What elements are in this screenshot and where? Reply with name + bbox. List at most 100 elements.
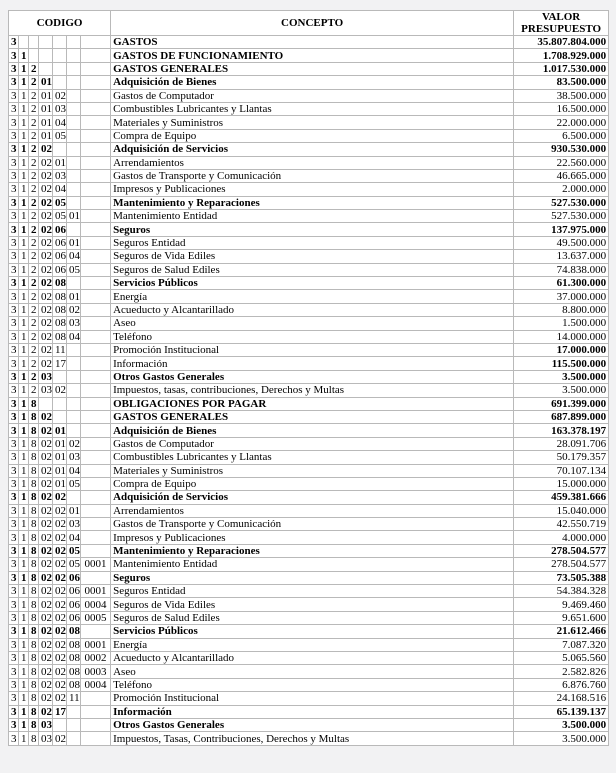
code-cell: 0001 <box>79 584 112 599</box>
code-cell: 2 <box>28 356 39 371</box>
concept-cell: Mantenimiento y Reparaciones <box>110 543 515 559</box>
code-cell: 3 <box>8 222 19 237</box>
code-cell: 1 <box>18 249 29 264</box>
concept-cell: Mantenimiento Entidad <box>110 209 515 224</box>
code-cell: 1 <box>18 222 29 237</box>
code-cell: 1 <box>18 276 29 291</box>
table-row: 3 1 2 02 17 Información 115.500.000 <box>8 356 610 371</box>
code-cell: 8 <box>28 530 39 545</box>
code-cell: 08 <box>52 302 67 318</box>
code-cell: 01 <box>52 463 67 478</box>
code-cell: 1 <box>18 637 29 652</box>
value-cell: 16.500.000 <box>513 101 610 117</box>
code-cell: 2 <box>28 128 39 144</box>
code-cell: 02 <box>52 88 67 103</box>
code-cell: 02 <box>38 704 53 719</box>
value-cell: 54.384.328 <box>513 584 610 599</box>
code-cell: 3 <box>8 289 19 304</box>
value-cell: 13.637.000 <box>513 249 610 264</box>
code-cell <box>66 396 81 411</box>
code-cell: 8 <box>28 610 39 626</box>
code-cell: 02 <box>38 637 53 652</box>
code-cell: 02 <box>38 302 53 318</box>
value-cell: 459.381.666 <box>513 490 610 505</box>
header-row: CODIGO CONCEPTO VALOR PRESUPUESTO <box>7 10 610 36</box>
code-cell <box>52 409 67 425</box>
code-cell: 01 <box>52 450 67 465</box>
code-cell: 1 <box>18 731 29 746</box>
code-cell: 03 <box>38 731 53 746</box>
code-cell: 2 <box>28 329 39 344</box>
code-cell <box>79 289 112 304</box>
concept-cell: Seguros <box>110 570 515 586</box>
value-cell: 137.975.000 <box>513 222 610 237</box>
code-cell: 05 <box>52 128 67 144</box>
code-cell: 3 <box>8 356 19 371</box>
concept-cell: Acueducto y Alcantarillado <box>110 302 515 318</box>
code-cell: 1 <box>18 677 29 693</box>
code-cell: 06 <box>52 235 67 251</box>
code-cell: 1 <box>18 530 29 545</box>
table-row: 3 1 8 02 02 Adquisición de Servicios 459.381.6… <box>8 490 610 505</box>
code-cell: 1 <box>18 557 29 572</box>
table-row: 3 1 2 02 08 01 Energía 37.000.000 <box>8 289 610 304</box>
value-cell: 22.000.000 <box>513 115 610 130</box>
code-cell: 04 <box>66 530 81 545</box>
value-cell: 3.500.000 <box>513 369 610 385</box>
table-row: 3 1 8 03 02 Impuestos, Tasas, Contribuciones,… <box>8 731 610 746</box>
concept-cell: GASTOS <box>110 34 515 50</box>
code-cell: 0004 <box>79 597 112 612</box>
code-cell: 01 <box>38 88 53 103</box>
table-row: 3 1 2 02 04 Impresos y Publicaciones 2.000.000 <box>8 182 610 197</box>
code-cell <box>79 128 112 144</box>
code-cell <box>52 369 67 385</box>
code-cell: 2 <box>28 182 39 197</box>
table-row: 3 1 2 01 04 Materiales y Suministros 22.000.00… <box>8 115 610 130</box>
code-cell: 3 <box>8 731 19 746</box>
code-cell: 1 <box>18 517 29 532</box>
concept-cell: Gastos de Transporte y Comunicación <box>110 168 515 184</box>
code-cell: 3 <box>8 329 19 344</box>
code-cell <box>79 61 112 77</box>
code-cell: 02 <box>38 530 53 545</box>
value-cell: 527.530.000 <box>513 209 610 224</box>
value-cell: 1.500.000 <box>513 316 610 331</box>
code-cell: 8 <box>28 677 39 693</box>
code-cell: 1 <box>18 316 29 331</box>
code-cell: 3 <box>8 128 19 144</box>
code-cell: 3 <box>8 637 19 652</box>
value-cell: 70.107.134 <box>513 463 610 478</box>
code-cell: 02 <box>52 503 67 519</box>
code-cell: 2 <box>28 75 39 90</box>
value-cell: 15.000.000 <box>513 476 610 492</box>
code-cell: 02 <box>52 584 67 599</box>
code-cell: 02 <box>52 557 67 572</box>
code-cell: 06 <box>52 249 67 264</box>
value-cell: 28.091.706 <box>513 436 610 452</box>
table-row: 3 1 8 02 02 08 0002 Acueducto y Alcantarillado 5… <box>8 650 610 666</box>
report-page: CODIGO CONCEPTO VALOR PRESUPUESTO 3 GASTO… <box>7 10 610 746</box>
code-cell: 02 <box>38 423 53 438</box>
code-cell: 11 <box>66 691 81 706</box>
code-cell: 02 <box>38 342 53 358</box>
code-cell: 2 <box>28 262 39 278</box>
code-cell: 2 <box>28 195 39 211</box>
code-cell: 8 <box>28 463 39 478</box>
code-cell: 01 <box>52 423 67 438</box>
code-cell: 03 <box>66 517 81 532</box>
code-cell: 8 <box>28 637 39 652</box>
code-cell <box>66 383 81 398</box>
concept-cell: Compra de Equipo <box>110 128 515 144</box>
value-cell: 691.399.000 <box>513 396 610 411</box>
code-cell: 3 <box>8 677 19 693</box>
code-cell: 8 <box>28 731 39 746</box>
code-cell: 08 <box>52 329 67 344</box>
code-cell: 06 <box>66 570 81 586</box>
code-cell <box>66 195 81 211</box>
code-cell: 02 <box>38 584 53 599</box>
table-row: 3 1 2 02 08 02 Acueducto y Alcantarillado 8.800… <box>8 302 610 318</box>
code-cell: 3 <box>8 691 19 706</box>
code-cell: 04 <box>52 182 67 197</box>
code-cell: 8 <box>28 450 39 465</box>
code-cell: 3 <box>8 115 19 130</box>
